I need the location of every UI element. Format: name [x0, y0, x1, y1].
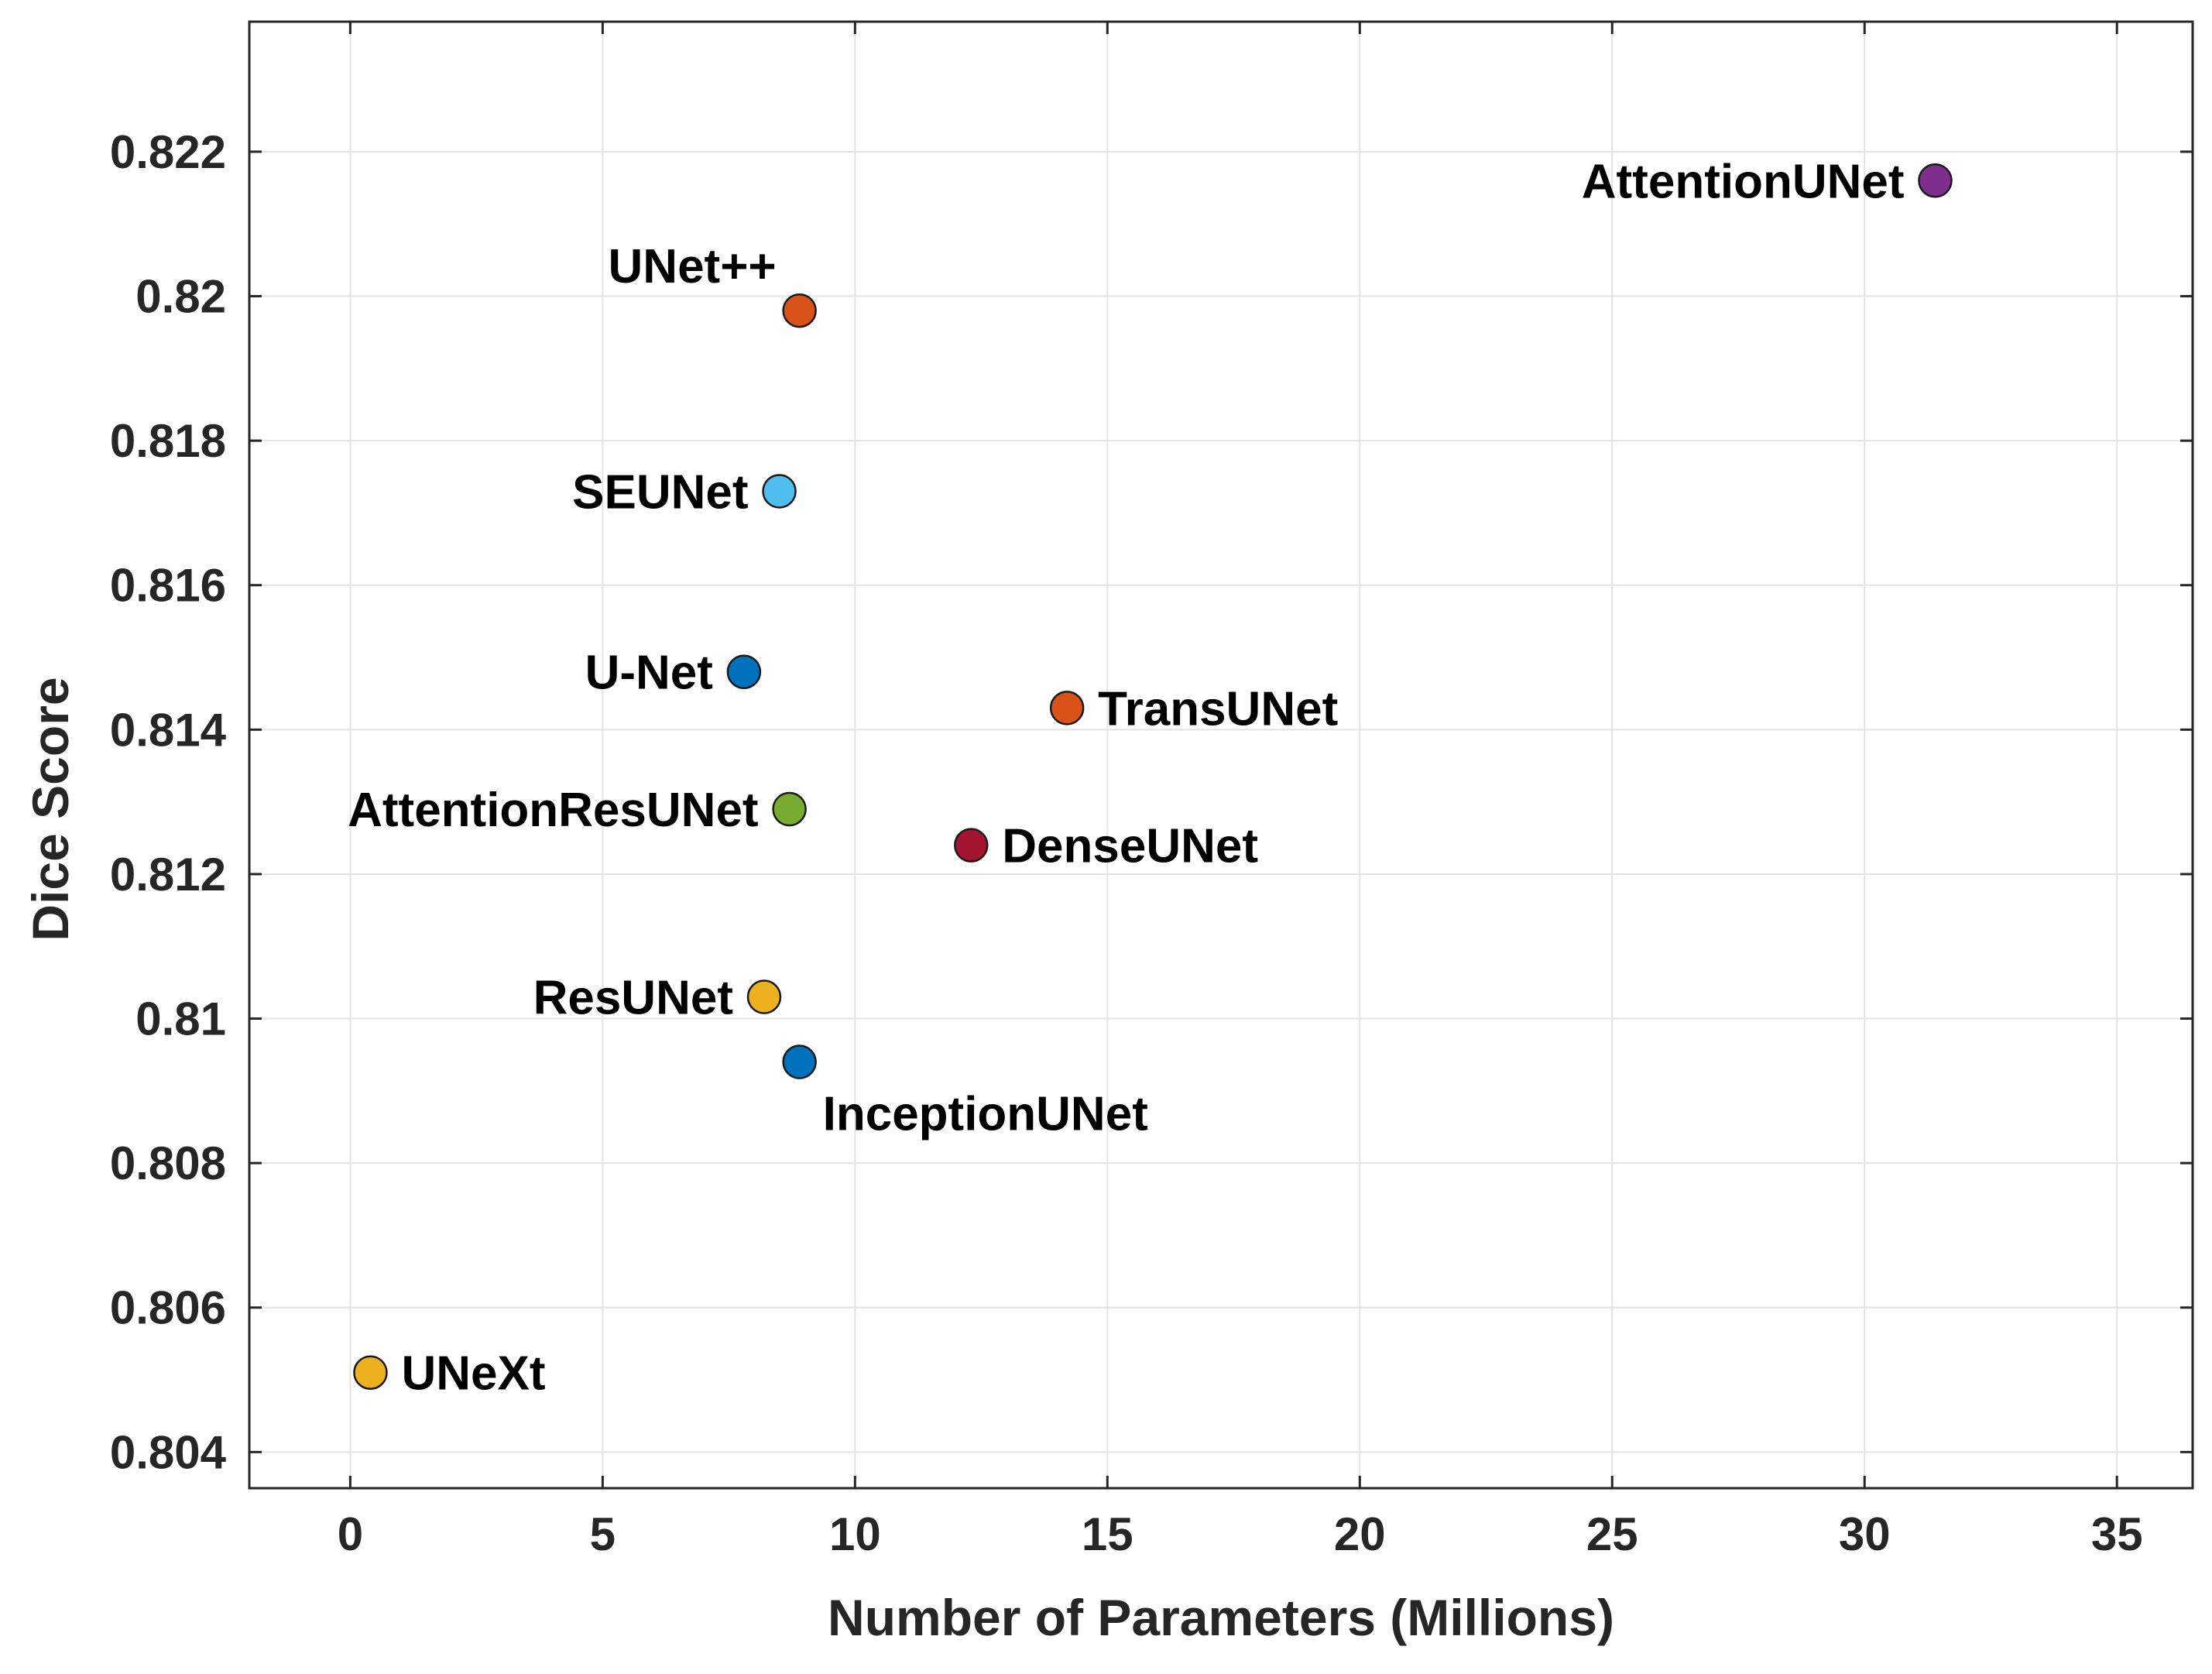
data-point-label: TransUNet: [1098, 682, 1338, 736]
y-axis-ticks: 0.804 0.806 0.808 0.81 0.812 0.814 0.816 0.818 0…: [110, 126, 2193, 1478]
data-point-label: SEUNet: [572, 465, 748, 519]
data-point-label: AttentionResUNet: [348, 784, 758, 837]
y-tick-label: 0.816: [110, 560, 226, 612]
x-tick-label: 10: [829, 1508, 881, 1560]
data-point-label: ResUNet: [533, 972, 733, 1025]
data-point-marker: [726, 654, 762, 689]
y-tick-label: 0.82: [135, 271, 226, 323]
data-point-group: DenseUNet: [954, 820, 1258, 873]
x-axis-ticks: 0 5 10 15 20 25 30 35: [338, 22, 2143, 1560]
data-point-group: InceptionUNet: [782, 1045, 1148, 1141]
data-point-marker: [1049, 691, 1085, 726]
data-point-marker: [954, 828, 989, 863]
y-tick-label: 0.806: [110, 1282, 226, 1334]
x-tick-label: 25: [1586, 1508, 1638, 1560]
data-point-marker: [353, 1355, 388, 1390]
data-point-marker: [1918, 163, 1953, 198]
y-tick-label: 0.818: [110, 415, 226, 467]
data-point-group: U-Net: [585, 647, 762, 700]
data-point-label: UNeXt: [401, 1347, 545, 1401]
data-point-group: UNeXt: [353, 1347, 545, 1401]
x-tick-label: 0: [338, 1508, 363, 1560]
data-point-marker: [772, 791, 807, 827]
data-point-group: UNet++: [609, 240, 817, 328]
y-axis-label: Dice Score: [22, 677, 79, 941]
data-point-label: U-Net: [585, 647, 713, 700]
data-point-group: AttentionUNet: [1582, 155, 1953, 208]
data-point-label: AttentionUNet: [1582, 155, 1905, 208]
data-point-group: TransUNet: [1049, 682, 1338, 736]
y-tick-label: 0.822: [110, 126, 226, 178]
x-tick-label: 5: [590, 1508, 616, 1560]
data-points: AttentionUNet UNet++ SEUNet U-Net TransUNet A…: [348, 155, 1953, 1401]
x-tick-label: 30: [1839, 1508, 1891, 1560]
grid-lines: [249, 22, 2193, 1488]
data-point-marker: [762, 474, 797, 509]
y-tick-label: 0.804: [110, 1426, 227, 1478]
x-axis-label: Number of Parameters (Millions): [828, 1589, 1614, 1646]
y-tick-label: 0.808: [110, 1137, 226, 1189]
y-tick-label: 0.814: [110, 704, 227, 756]
data-point-label: DenseUNet: [1002, 820, 1258, 873]
x-tick-label: 15: [1082, 1508, 1133, 1560]
data-point-marker: [746, 979, 782, 1014]
y-tick-label: 0.812: [110, 849, 226, 900]
x-tick-label: 35: [2091, 1508, 2143, 1560]
data-point-marker: [782, 293, 817, 328]
plot-area-frame: [248, 20, 2194, 1490]
data-point-label: UNet++: [609, 240, 777, 293]
x-tick-label: 20: [1334, 1508, 1386, 1560]
y-tick-label: 0.81: [135, 993, 226, 1045]
data-point-marker: [782, 1045, 817, 1079]
data-point-label: InceptionUNet: [823, 1088, 1148, 1141]
data-point-group: ResUNet: [533, 972, 782, 1025]
data-point-group: SEUNet: [572, 465, 797, 519]
data-point-group: AttentionResUNet: [348, 784, 807, 837]
